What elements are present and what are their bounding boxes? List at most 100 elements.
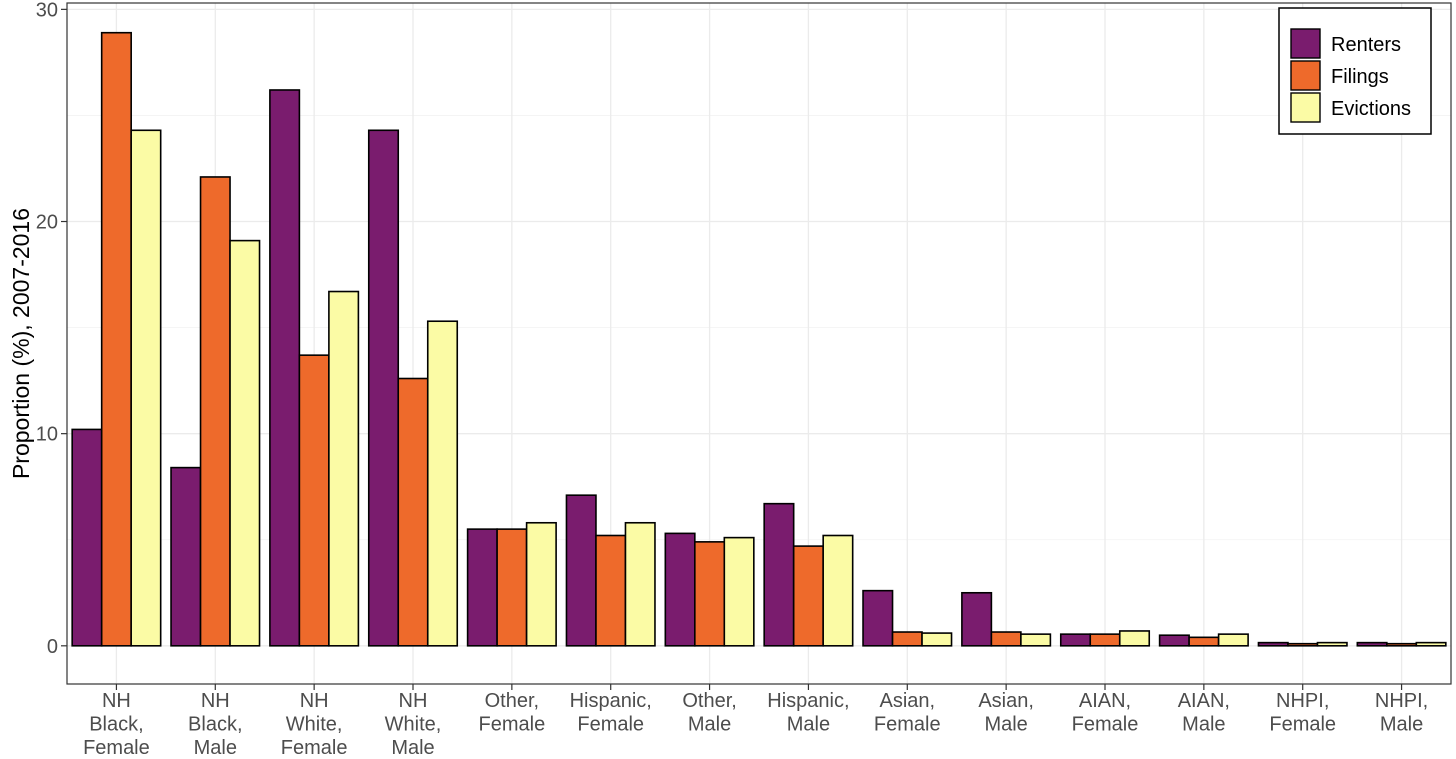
y-tick-label: 30 — [36, 0, 58, 21]
bar-renters — [466, 528, 498, 647]
x-tick-label-line: NHPI, — [1375, 690, 1428, 712]
x-tick-label-line: NH — [399, 690, 428, 712]
bar-evictions — [921, 632, 953, 647]
x-tick-label-line: Female — [1072, 714, 1139, 736]
x-tick-label-line: NH — [201, 690, 230, 712]
x-tick-label-line: Asian, — [978, 690, 1034, 712]
x-tick-label: NHPI, Male — [1375, 690, 1428, 736]
bar-evictions — [723, 536, 755, 647]
x-tick-label: Hispanic, Female — [570, 690, 652, 736]
y-axis-title: Proportion (%), 2007-2016 — [8, 208, 34, 479]
y-tick-label: 0 — [47, 636, 58, 658]
x-tick-label-line: Male — [1182, 714, 1225, 736]
bar-evictions — [624, 521, 656, 647]
x-tick-label-line: AIAN, — [1178, 690, 1230, 712]
x-tick-label-line: White, — [385, 714, 442, 736]
legend-key-evictions — [1290, 92, 1321, 123]
bar-evictions — [1415, 641, 1447, 647]
x-tick-label-line: Black, — [188, 714, 242, 736]
x-tick-label-line: Male — [1380, 714, 1423, 736]
x-tick-label-line: Male — [194, 737, 237, 759]
legend-label-evictions: Evictions — [1331, 98, 1411, 120]
x-tick-label: NH White, Male — [385, 690, 442, 759]
x-tick-label-line: NH — [102, 690, 131, 712]
x-tick-label-line: Other, — [682, 690, 736, 712]
bar-evictions — [822, 534, 854, 647]
bar-evictions — [1217, 633, 1249, 647]
x-tick-label: NHPI, Female — [1269, 690, 1336, 736]
bar-renters — [170, 466, 202, 647]
x-tick-label: Asian, Male — [978, 690, 1034, 736]
bar-filings — [990, 631, 1022, 647]
y-tick-label: 20 — [36, 212, 58, 234]
legend-key-renters — [1290, 28, 1321, 59]
bar-renters — [269, 89, 301, 647]
bar-filings — [397, 377, 429, 647]
x-tick-label-line: Female — [1269, 714, 1336, 736]
bar-evictions — [426, 320, 459, 647]
bar-filings — [1386, 642, 1418, 647]
x-tick-label: Other, Male — [682, 690, 736, 736]
x-tick-label-line: Male — [688, 714, 731, 736]
bar-filings — [694, 541, 726, 647]
x-tick-label: Other, Female — [479, 690, 546, 736]
bars — [71, 31, 1447, 647]
x-tick-label: AIAN, Female — [1072, 690, 1139, 736]
bar-evictions — [1020, 633, 1052, 647]
bar-evictions — [130, 129, 162, 647]
bar-filings — [199, 176, 231, 647]
bar-filings — [1287, 642, 1319, 647]
x-tick-label-line: AIAN, — [1079, 690, 1131, 712]
x-tick-label: NH White, Female — [281, 690, 348, 759]
x-tick-label: NH Black, Male — [188, 690, 242, 759]
bar-evictions — [328, 290, 360, 647]
x-tick-label-line: Hispanic, — [767, 690, 849, 712]
bar-evictions — [1118, 630, 1151, 647]
x-tick-label-line: Female — [83, 737, 150, 759]
bar-evictions — [525, 521, 557, 647]
bar-renters — [961, 591, 993, 647]
bar-filings — [298, 354, 330, 647]
bar-evictions — [229, 239, 261, 647]
x-tick-label-line: Female — [577, 714, 644, 736]
legend: Renters Filings Evictions — [1278, 7, 1432, 135]
x-tick-label-line: White, — [286, 714, 343, 736]
x-tick-label-line: Male — [984, 714, 1027, 736]
bar-renters — [367, 129, 400, 647]
x-tick-label-line: NH — [300, 690, 329, 712]
x-tick-label-line: Male — [787, 714, 830, 736]
bar-renters — [1059, 633, 1092, 647]
x-tick-label-line: NHPI, — [1276, 690, 1329, 712]
y-tick-label: 10 — [36, 424, 58, 446]
bar-renters — [664, 532, 696, 647]
y-axis: 0 10 20 30 — [36, 0, 67, 658]
bar-renters — [763, 502, 795, 647]
x-tick-label: AIAN, Male — [1178, 690, 1230, 736]
bar-filings — [496, 528, 528, 647]
legend-key-filings — [1290, 60, 1321, 91]
bar-renters — [1257, 641, 1289, 647]
bar-filings — [100, 31, 132, 647]
x-tick-label: Hispanic, Male — [767, 690, 849, 736]
bar-renters — [1356, 641, 1388, 647]
legend-label-renters: Renters — [1331, 34, 1401, 56]
x-tick-label: NH Black, Female — [83, 690, 150, 759]
x-tick-label-line: Male — [391, 737, 434, 759]
bar-filings — [1089, 633, 1121, 647]
x-tick-label-line: Black, — [89, 714, 143, 736]
x-tick-label-line: Other, — [485, 690, 539, 712]
x-tick-label-line: Asian, — [879, 690, 935, 712]
bar-filings — [1188, 636, 1220, 647]
legend-label-filings: Filings — [1331, 66, 1389, 88]
bar-renters — [862, 589, 894, 647]
bar-filings — [595, 534, 627, 647]
x-tick-label-line: Female — [281, 737, 348, 759]
plot-panel-border — [66, 2, 1452, 685]
x-tick-label: Asian, Female — [874, 690, 941, 736]
bar-evictions — [1316, 641, 1348, 647]
bar-renters — [565, 494, 597, 647]
bar-filings — [792, 545, 824, 647]
bar-filings — [891, 631, 923, 647]
